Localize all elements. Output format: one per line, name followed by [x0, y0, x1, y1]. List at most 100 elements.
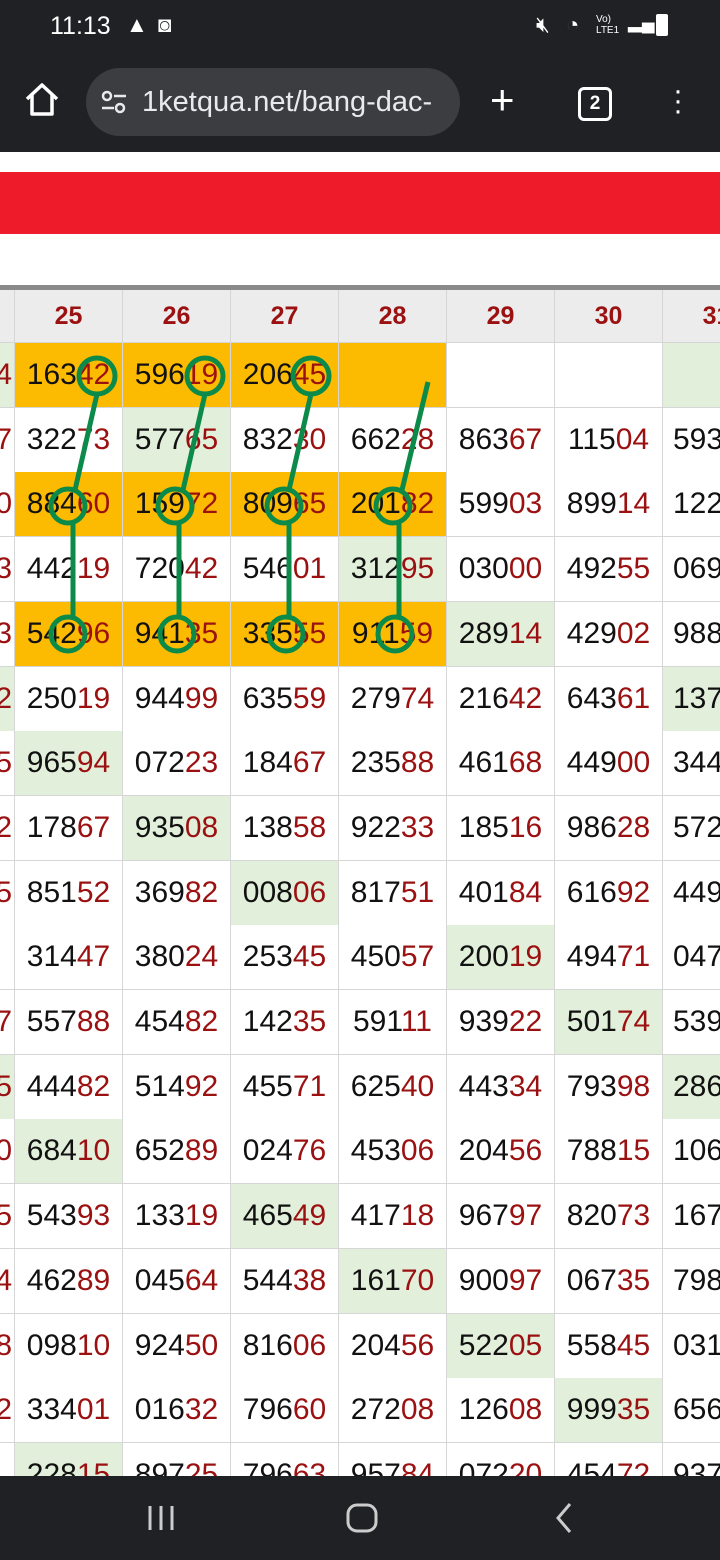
- result-cell: 27974: [339, 666, 447, 732]
- table-top-divider: [0, 285, 720, 290]
- result-cell: 93922: [447, 990, 555, 1055]
- address-bar[interactable]: 1ketqua.net/bang-dac-: [86, 68, 460, 136]
- wifi-icon: ◔: [566, 12, 580, 37]
- cell-prefix: 253: [242, 940, 293, 974]
- cell-prefix: 344: [673, 746, 720, 780]
- cell-last-two: 51: [400, 875, 435, 909]
- result-cell: 13858: [231, 795, 339, 861]
- tab-switcher-button[interactable]: 2: [578, 87, 612, 121]
- cell-prefix: 201: [350, 487, 401, 521]
- result-cell: 17867: [15, 795, 123, 861]
- cell-prefix: 429: [566, 616, 617, 650]
- result-cell: [339, 343, 447, 408]
- partial-cell-left: 3: [0, 537, 15, 603]
- cell-last-two: 42: [184, 552, 219, 586]
- column-header: 30: [555, 290, 663, 343]
- cell-prefix: 200: [458, 940, 509, 974]
- cell-prefix: 899: [566, 487, 617, 521]
- result-cell: 449: [663, 860, 720, 926]
- cell-prefix: 988: [673, 616, 720, 650]
- cell-prefix: 796: [242, 1457, 293, 1476]
- cell-prefix: 494: [566, 940, 617, 974]
- cell-prefix: 957: [350, 1457, 401, 1476]
- home-nav-icon[interactable]: [344, 1500, 380, 1536]
- cell-last-two: 08: [184, 810, 219, 844]
- result-cell: 45482: [123, 990, 231, 1055]
- cell-last-two: 19: [508, 940, 543, 974]
- cell-prefix: 900: [458, 1263, 509, 1297]
- cell-last-two: 30: [292, 422, 327, 456]
- cell-prefix: 030: [458, 552, 509, 586]
- back-icon[interactable]: [552, 1500, 576, 1536]
- url-text[interactable]: 1ketqua.net/bang-dac-: [142, 86, 433, 118]
- cell-prefix: 544: [242, 1263, 293, 1297]
- result-cell: 54438: [231, 1248, 339, 1314]
- cell-last-two: 67: [508, 422, 543, 456]
- cell-last-two: 92: [616, 875, 651, 909]
- site-settings-icon[interactable]: [100, 88, 128, 116]
- cell-prefix: 417: [350, 1199, 401, 1233]
- cell-last-two: 59: [399, 616, 434, 650]
- cell-prefix: 380: [134, 940, 185, 974]
- cell-prefix: 788: [566, 1134, 617, 1168]
- cell-last-two: 06: [400, 1134, 435, 1168]
- result-cell: 16342: [15, 343, 123, 408]
- cell-last-two: 57: [400, 940, 435, 974]
- new-tab-icon[interactable]: +: [490, 76, 515, 123]
- result-cell: 55788: [15, 990, 123, 1055]
- cell-last-two: 97: [508, 1199, 543, 1233]
- cell-prefix: 851: [26, 875, 77, 909]
- partial-cell-left: 2: [0, 1378, 15, 1444]
- cell-digits: 5: [0, 876, 12, 909]
- cell-last-two: 56: [400, 1328, 435, 1362]
- cell-last-two: 65: [184, 422, 219, 456]
- cell-prefix: 922: [350, 810, 401, 844]
- cell-prefix: 911: [351, 616, 400, 650]
- cell-prefix: 401: [458, 875, 509, 909]
- cell-last-two: 55: [292, 616, 327, 650]
- cell-last-two: 25: [184, 1457, 219, 1476]
- result-cell: 03000: [447, 537, 555, 603]
- cell-digits: 7: [0, 423, 12, 456]
- more-menu-icon[interactable]: · · ·: [673, 74, 683, 127]
- cell-last-two: 70: [400, 1263, 435, 1297]
- result-cell: 20645: [231, 343, 339, 408]
- cell-prefix: 572: [673, 810, 720, 844]
- cell-last-two: 71: [616, 940, 651, 974]
- cell-last-two: 74: [616, 1005, 651, 1038]
- cell-prefix: 216: [458, 681, 509, 715]
- cell-prefix: 369: [134, 875, 185, 909]
- recent-apps-icon[interactable]: [146, 1498, 176, 1538]
- cell-last-two: 47: [76, 940, 111, 974]
- result-cell: 25345: [231, 925, 339, 991]
- result-cell: 88460: [15, 472, 123, 538]
- result-cell: 95784: [339, 1442, 447, 1476]
- result-cell: 04564: [123, 1248, 231, 1314]
- cell-prefix: 008: [242, 875, 293, 909]
- result-cell: 45571: [231, 1054, 339, 1120]
- home-icon[interactable]: [22, 80, 62, 120]
- system-nav-bar: [0, 1476, 720, 1560]
- cell-prefix: 289: [458, 616, 509, 650]
- result-cell: 798: [663, 1248, 720, 1314]
- result-cell: 59111: [339, 990, 447, 1055]
- cell-last-two: 60: [76, 487, 111, 521]
- cell-last-two: 74: [400, 681, 435, 715]
- cell-prefix: 539: [673, 1005, 720, 1038]
- cell-prefix: 449: [673, 875, 720, 909]
- table-row: 4163425961920645: [0, 343, 720, 408]
- result-cell: 11504: [555, 407, 663, 473]
- result-cell: 122: [663, 472, 720, 538]
- result-cell: 44482: [15, 1054, 123, 1120]
- result-cell: 92450: [123, 1313, 231, 1379]
- result-cell: 20456: [447, 1119, 555, 1185]
- media-icon: ◙: [158, 12, 172, 37]
- cell-prefix: 542: [26, 616, 77, 650]
- cell-last-two: 35: [616, 1393, 651, 1427]
- cell-last-two: 45: [292, 940, 327, 974]
- result-cell: 656: [663, 1378, 720, 1444]
- cell-prefix: 115: [567, 422, 616, 456]
- result-cell: 46549: [231, 1184, 339, 1250]
- cell-last-two: 64: [184, 1263, 219, 1297]
- cell-prefix: 016: [134, 1393, 185, 1427]
